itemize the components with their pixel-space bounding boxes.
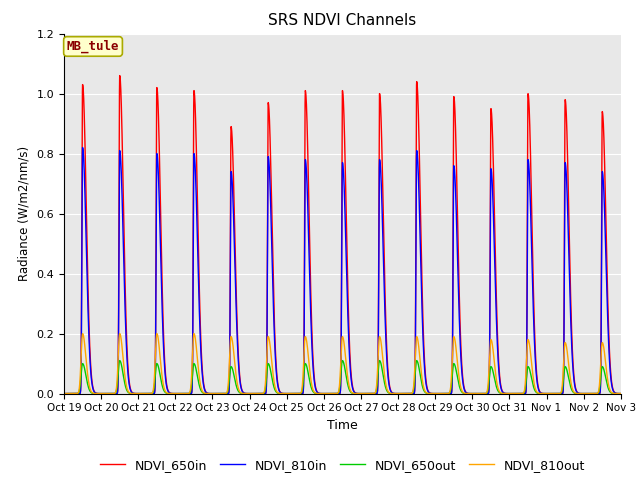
- NDVI_650in: [499, 388, 506, 394]
- NDVI_650in: [615, 391, 623, 396]
- NDVI_810in: [179, 391, 187, 396]
- NDVI_650out: [617, 391, 625, 396]
- Line: NDVI_650out: NDVI_650out: [64, 360, 621, 394]
- NDVI_650in: [116, 73, 124, 79]
- NDVI_810out: [499, 391, 506, 396]
- Title: SRS NDVI Channels: SRS NDVI Channels: [268, 13, 417, 28]
- NDVI_810in: [269, 271, 276, 276]
- NDVI_650in: [173, 391, 181, 396]
- NDVI_810out: [79, 331, 86, 336]
- NDVI_650out: [499, 391, 506, 396]
- Line: NDVI_650in: NDVI_650in: [64, 76, 621, 394]
- NDVI_650out: [179, 391, 187, 396]
- NDVI_810out: [419, 383, 427, 389]
- NDVI_810out: [173, 391, 181, 396]
- NDVI_650in: [617, 391, 625, 396]
- Text: MB_tule: MB_tule: [67, 40, 119, 53]
- NDVI_650in: [419, 328, 427, 334]
- NDVI_810out: [615, 391, 623, 396]
- Y-axis label: Radiance (W/m2/nm/s): Radiance (W/m2/nm/s): [18, 146, 31, 281]
- NDVI_810in: [499, 389, 506, 395]
- NDVI_810out: [179, 391, 187, 396]
- NDVI_810out: [269, 366, 276, 372]
- NDVI_810in: [173, 391, 181, 396]
- NDVI_650in: [60, 391, 68, 396]
- NDVI_650out: [419, 386, 427, 392]
- NDVI_810in: [60, 391, 68, 396]
- Line: NDVI_810in: NDVI_810in: [64, 148, 621, 394]
- X-axis label: Time: Time: [327, 419, 358, 432]
- NDVI_810in: [615, 391, 623, 396]
- Legend: NDVI_650in, NDVI_810in, NDVI_650out, NDVI_810out: NDVI_650in, NDVI_810in, NDVI_650out, NDV…: [95, 454, 590, 477]
- NDVI_650out: [116, 358, 124, 363]
- NDVI_650out: [60, 391, 68, 396]
- NDVI_650out: [173, 391, 181, 396]
- NDVI_650in: [179, 391, 187, 396]
- NDVI_810out: [60, 391, 68, 396]
- NDVI_650in: [269, 243, 276, 249]
- NDVI_810in: [617, 391, 625, 396]
- Line: NDVI_810out: NDVI_810out: [64, 334, 621, 394]
- NDVI_650out: [615, 391, 623, 396]
- NDVI_810in: [419, 342, 427, 348]
- NDVI_810in: [79, 145, 86, 151]
- NDVI_810out: [617, 391, 625, 396]
- NDVI_650out: [269, 378, 276, 384]
